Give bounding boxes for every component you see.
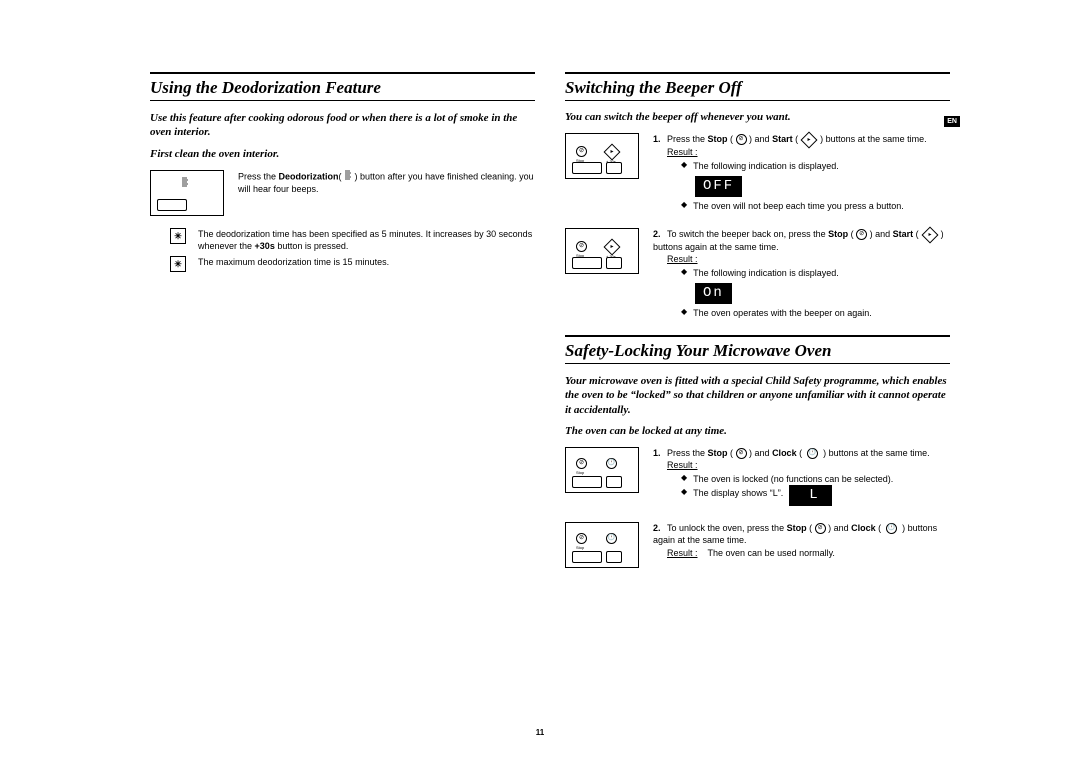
left-column: Using the Deodorization Feature Use this… <box>150 72 535 580</box>
control-panel-diagram: ⊘Stop 🕐 <box>565 522 639 568</box>
deodorization-glyph <box>344 170 352 184</box>
stop-icon: ⊘Stop <box>576 458 587 476</box>
subintro-safety-lock: The oven can be locked at any time. <box>565 425 950 437</box>
t: and <box>752 134 772 144</box>
deodorization-icon <box>181 177 189 189</box>
result-label: Result : <box>667 254 698 264</box>
t: Press the <box>667 134 708 144</box>
beeper-step1: 1.Press the Stop ( ⊘ ) and Start ( ▸ ) b… <box>653 133 950 216</box>
stop-label: Stop <box>708 134 728 144</box>
lock-s1-b1: The oven is locked (no functions can be … <box>693 473 893 485</box>
control-panel-diagram <box>150 170 224 216</box>
stop-label: Stop <box>828 229 848 239</box>
bullet-icon: ◆ <box>681 473 687 485</box>
lcd-placeholder <box>572 551 602 563</box>
control-panel-diagram: ⊘Stop 🕐 <box>565 447 639 493</box>
intro-safety-lock: Your microwave oven is fitted with a spe… <box>565 374 950 417</box>
t: Press the <box>667 448 708 458</box>
t: buttons at the same time. <box>826 448 930 458</box>
note-icon: ✳ <box>170 228 186 244</box>
lcd-placeholder <box>606 551 622 563</box>
start-glyph: ▸ <box>921 226 938 243</box>
lock-s1-b2: The display shows “L”. <box>693 487 783 506</box>
beeper-s2-b2: The oven operates with the beeper on aga… <box>693 307 872 319</box>
note1-text: The deodorization time has been specifie… <box>198 228 535 252</box>
start-label: Start <box>772 134 793 144</box>
stop-glyph: ⊘ <box>736 134 747 145</box>
stop-glyph: ⊘ <box>856 229 867 240</box>
beeper-s1-b2: The oven will not beep each time you pre… <box>693 200 904 212</box>
subintro-deodorization: First clean the oven interior. <box>150 148 535 160</box>
clock-icon: 🕐 <box>606 458 617 469</box>
stop-icon: ⊘Stop <box>576 533 587 551</box>
heading-safety-lock: Safety-Locking Your Microwave Oven <box>565 335 950 364</box>
start-glyph: ▸ <box>801 131 818 148</box>
display-l: L <box>789 485 831 506</box>
intro-beeper: You can switch the beeper off whenever y… <box>565 111 950 123</box>
note1-a: The deodorization time has been specifie… <box>198 229 532 251</box>
step1-btn: Deodorization <box>279 171 339 181</box>
result-label: Result : <box>667 548 698 558</box>
stop-label: Stop <box>787 523 807 533</box>
bullet-icon: ◆ <box>681 267 687 279</box>
result-label: Result : <box>667 460 698 470</box>
lcd-placeholder <box>572 257 602 269</box>
page-number: 11 <box>0 728 1080 737</box>
step-number: 1. <box>653 133 667 145</box>
lcd-placeholder <box>606 476 622 488</box>
note1-b: button is pressed. <box>275 241 349 251</box>
stop-glyph: ⊘ <box>736 448 747 459</box>
step-number: 2. <box>653 228 667 240</box>
beeper-s1-b1: The following indication is displayed. <box>693 160 839 172</box>
result-label: Result : <box>667 147 698 157</box>
lcd-placeholder <box>572 162 602 174</box>
lock-step2: 2.To unlock the oven, press the Stop ( ⊘… <box>653 522 950 568</box>
t: buttons at the same time. <box>823 134 927 144</box>
start-label: Start <box>893 229 914 239</box>
t: buttons again at the same time. <box>653 242 779 252</box>
heading-deodorization: Using the Deodorization Feature <box>150 72 535 101</box>
clock-glyph: 🕐 <box>807 448 818 459</box>
step-number: 1. <box>653 447 667 459</box>
clock-icon: 🕐 <box>606 533 617 544</box>
bullet-icon: ◆ <box>681 487 687 506</box>
language-tab: EN <box>944 116 960 127</box>
t: and <box>834 523 852 533</box>
step-number: 2. <box>653 522 667 534</box>
clock-label: Clock <box>772 448 797 458</box>
step1-pre: Press the <box>238 171 279 181</box>
lock-s2-result: The oven can be used normally. <box>708 548 835 558</box>
note2-text: The maximum deodorization time is 15 min… <box>198 256 535 272</box>
lcd-placeholder <box>572 476 602 488</box>
bullet-icon: ◆ <box>681 160 687 172</box>
t: To unlock the oven, press the <box>667 523 787 533</box>
control-panel-diagram: ⊘Stop ▸+ 30s <box>565 228 639 274</box>
t: and <box>875 229 893 239</box>
lcd-placeholder <box>157 199 187 211</box>
clock-label: Clock <box>851 523 876 533</box>
stop-glyph: ⊘ <box>815 523 826 534</box>
intro-deodorization: Use this feature after cooking odorous f… <box>150 111 535 140</box>
clock-glyph: 🕐 <box>886 523 897 534</box>
lcd-placeholder <box>606 257 622 269</box>
control-panel-diagram: ⊘Stop ▸+ 30s <box>565 133 639 179</box>
stop-label: Stop <box>708 448 728 458</box>
step1-body: Press the Deodorization( ) button after … <box>238 170 535 216</box>
bullet-icon: ◆ <box>681 307 687 319</box>
right-column: Switching the Beeper Off You can switch … <box>565 72 950 580</box>
display-on: On <box>695 283 732 304</box>
bullet-icon: ◆ <box>681 200 687 212</box>
t: and <box>752 448 772 458</box>
lcd-placeholder <box>606 162 622 174</box>
beeper-s2-b1: The following indication is displayed. <box>693 267 839 279</box>
note-icon: ✳ <box>170 256 186 272</box>
beeper-step2: 2.To switch the beeper back on, press th… <box>653 228 950 323</box>
display-off: OFF <box>695 176 742 197</box>
lock-step1: 1.Press the Stop ( ⊘ ) and Clock ( 🕐 ) b… <box>653 447 950 510</box>
heading-beeper: Switching the Beeper Off <box>565 72 950 101</box>
t: To switch the beeper back on, press the <box>667 229 828 239</box>
note1-bold: +30s <box>255 241 275 251</box>
